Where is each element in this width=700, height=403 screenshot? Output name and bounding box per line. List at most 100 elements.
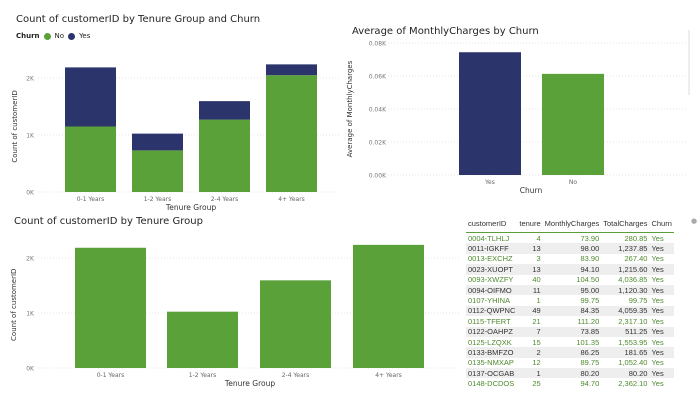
table-cell: Yes xyxy=(649,347,674,358)
bar[interactable] xyxy=(260,280,331,368)
chart1-title: Count of customerID by Tenure Group and … xyxy=(16,14,261,25)
bar-yes-segment[interactable] xyxy=(65,67,116,127)
table-cell: 86.25 xyxy=(542,347,602,358)
y-tick-label: 2K xyxy=(26,76,35,83)
table-cell: 0093-XWZFY xyxy=(468,275,514,285)
table-cell: 15 xyxy=(532,337,541,347)
table-cell: Yes xyxy=(651,254,664,264)
table-cell: 1,120.30 xyxy=(601,284,650,296)
table-row[interactable]: 0004-TLHLJ 4 73.90 280.85 Yes xyxy=(466,233,674,244)
table-row[interactable]: 0023-XUOPT 13 94.10 1,215.60 Yes xyxy=(466,264,674,275)
bar[interactable] xyxy=(459,52,521,175)
table-cell: Yes xyxy=(651,358,664,368)
bar-yes-segment[interactable] xyxy=(132,133,183,151)
table-cell: 2 xyxy=(517,347,543,358)
table-cell: 94.70 xyxy=(580,379,600,389)
table-cell: 98.00 xyxy=(542,243,602,254)
bar[interactable] xyxy=(542,73,604,175)
table-cell: 83.90 xyxy=(580,254,600,264)
table-cell: Yes xyxy=(651,316,664,326)
bar[interactable] xyxy=(75,247,146,368)
table-cell: Yes xyxy=(649,264,674,275)
legend-title: Churn xyxy=(16,32,40,40)
x-tick-label: No xyxy=(569,179,577,186)
table-cell: 0107-YHINA xyxy=(468,296,511,306)
chart1-legend[interactable]: Churn No Yes xyxy=(16,32,90,40)
table-cell: 4 xyxy=(536,233,541,243)
table-row[interactable]: 0112-QWPNC 49 84.35 4,059.35 Yes xyxy=(466,305,674,317)
column-header[interactable]: Churn xyxy=(649,217,674,233)
table-cell: 267.40 xyxy=(624,254,648,264)
table-cell: 101.35 xyxy=(576,337,600,347)
table-row[interactable]: 0094-OIFMO 11 95.00 1,120.30 Yes xyxy=(466,284,674,296)
bar-yes-segment[interactable] xyxy=(266,64,317,76)
chart3-title: Count of customerID by Tenure Group xyxy=(14,216,203,227)
table-row[interactable]: 0115-TFERT 21 111.20 2,317.10 Yes xyxy=(466,316,674,326)
column-header[interactable]: MonthlyCharges xyxy=(542,217,602,233)
y-tick-label: 0.02K xyxy=(369,140,387,147)
table-cell: 94.10 xyxy=(542,264,602,275)
y-axis-title: Average of MonthlyCharges xyxy=(346,60,354,157)
legend-yes-label[interactable]: Yes xyxy=(79,32,91,40)
legend-no-label[interactable]: No xyxy=(54,32,65,40)
table-row[interactable]: 0135-NMXAP 12 89.75 1,052.40 Yes xyxy=(466,358,674,368)
x-axis-title: Tenure Group xyxy=(224,379,275,388)
bar-no-segment[interactable] xyxy=(199,119,250,192)
bar-no-segment[interactable] xyxy=(132,150,183,192)
bar[interactable] xyxy=(167,311,238,368)
table-cell: 0133-BMFZO xyxy=(466,347,518,358)
table-cell: 25 xyxy=(532,379,541,389)
table-cell: 0148-DCDOS xyxy=(468,379,515,389)
table-cell: 0094-OIFMO xyxy=(466,284,518,296)
table-row[interactable]: 0137-OCGAB 1 80.20 80.20 Yes xyxy=(466,368,674,379)
column-header[interactable]: customerID xyxy=(466,217,518,233)
table-cell: 11 xyxy=(517,284,543,296)
table-cell: 1,237.85 xyxy=(601,243,650,254)
legend-yes-marker xyxy=(68,32,76,40)
table-cell: 0135-NMXAP xyxy=(468,358,514,368)
table-cell: 280.85 xyxy=(624,233,648,243)
table-cell: 0011-IGKFF xyxy=(466,243,518,254)
customer-table: customerID tenure MonthlyCharges TotalCharg… xyxy=(466,217,674,389)
table-row[interactable]: 0093-XWZFY 40 104.50 4,036.85 Yes xyxy=(466,275,674,285)
table-cell: 80.20 xyxy=(601,368,650,379)
table-cell: 4,059.35 xyxy=(601,305,650,317)
table-cell: 99.75 xyxy=(580,296,600,306)
y-tick-label: 0.00K xyxy=(369,173,387,180)
bar[interactable] xyxy=(353,244,424,368)
y-axis-title: Count of customerID xyxy=(10,269,18,341)
table-row[interactable]: 0133-BMFZO 2 86.25 181.65 Yes xyxy=(466,347,674,358)
table-row[interactable]: 0122-OAHPZ 7 73.85 511.25 Yes xyxy=(466,326,674,337)
bar-no-segment[interactable] xyxy=(266,75,317,192)
column-header[interactable]: tenure xyxy=(517,217,543,233)
table-cell: 13 xyxy=(517,264,543,275)
column-header[interactable]: TotalCharges xyxy=(601,217,650,233)
table-row[interactable]: 0125-LZQXK 15 101.35 1,553.95 Yes xyxy=(466,337,674,347)
x-tick-label: 0-1 Years xyxy=(97,372,125,379)
table-cell: 0125-LZQXK xyxy=(468,337,512,347)
y-tick-label: 0.06K xyxy=(369,74,387,81)
bar-no-segment[interactable] xyxy=(65,126,116,192)
x-tick-label: Yes xyxy=(484,179,495,186)
table-row[interactable]: 0013-EXCHZ 3 83.90 267.40 Yes xyxy=(466,254,674,264)
bar-yes-segment[interactable] xyxy=(199,101,250,120)
table-cell: 12 xyxy=(532,358,541,368)
table-cell: 95.00 xyxy=(542,284,602,296)
table-cell: 73.90 xyxy=(580,233,600,243)
table-cell: 89.75 xyxy=(580,358,600,368)
x-tick-label: 1-2 Years xyxy=(189,372,217,379)
table-cell: 84.35 xyxy=(542,305,602,317)
table-cell: 1 xyxy=(517,368,543,379)
table-cell: 1,215.60 xyxy=(601,264,650,275)
table-cell: 1,553.95 xyxy=(618,337,648,347)
table-row[interactable]: 0148-DCDOS 25 94.70 2,362.10 Yes xyxy=(466,378,674,388)
table-row[interactable]: 0011-IGKFF 13 98.00 1,237.85 Yes xyxy=(466,243,674,254)
table-scroll-indicator[interactable]: ● xyxy=(691,217,698,225)
y-tick-label: 1K xyxy=(26,311,35,318)
table-cell: Yes xyxy=(649,243,674,254)
table-cell: 3 xyxy=(536,254,541,264)
chart2-title: Average of MonthlyCharges by Churn xyxy=(352,26,539,37)
table-row[interactable]: 0107-YHINA 1 99.75 99.75 Yes xyxy=(466,295,674,305)
y-tick-label: 0K xyxy=(26,366,35,373)
